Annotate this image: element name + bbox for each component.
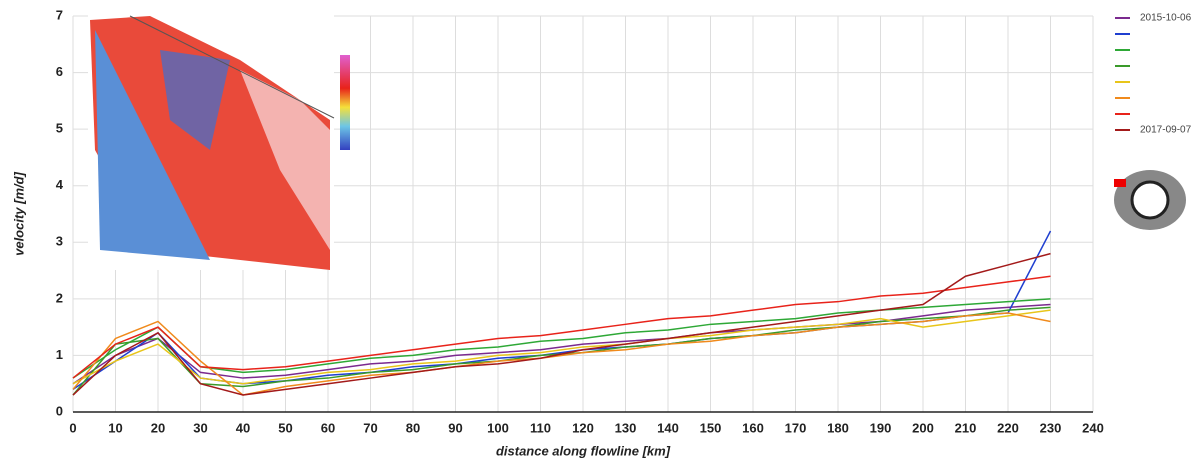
x-tick-label: 160 [742, 420, 764, 435]
x-tick-label: 10 [108, 420, 122, 435]
locator-box [1114, 179, 1126, 187]
antarctica-hole [1132, 182, 1168, 218]
x-tick-label: 140 [657, 420, 679, 435]
x-tick-label: 90 [448, 420, 462, 435]
x-tick-label: 80 [406, 420, 420, 435]
inset-colorbar [340, 55, 350, 150]
series-line [73, 305, 1051, 384]
x-tick-label: 220 [997, 420, 1019, 435]
series-line [73, 254, 1051, 395]
y-tick-label: 2 [56, 290, 63, 305]
series-line [73, 307, 1051, 395]
x-tick-label: 110 [530, 420, 551, 435]
x-tick-label: 70 [363, 420, 377, 435]
x-tick-label: 20 [151, 420, 165, 435]
x-tick-label: 180 [827, 420, 849, 435]
legend-label: 2015-10-06 [1140, 13, 1192, 24]
y-axis-title: velocity [m/d] [11, 171, 26, 255]
y-tick-label: 3 [56, 234, 63, 249]
x-tick-label: 190 [870, 420, 892, 435]
y-tick-label: 6 [56, 64, 63, 79]
series-line [73, 276, 1051, 378]
x-tick-label: 210 [955, 420, 977, 435]
x-tick-label: 170 [785, 420, 807, 435]
x-axis-title: distance along flowline [km] [496, 443, 671, 458]
series-line [73, 299, 1051, 378]
inset-map [88, 14, 350, 270]
x-tick-label: 230 [1040, 420, 1062, 435]
y-tick-label: 0 [56, 403, 63, 418]
x-tick-label: 200 [912, 420, 934, 435]
y-tick-label: 7 [56, 7, 63, 22]
legend: 2015-10-06 2017-09-07 [1115, 13, 1192, 136]
x-tick-label: 40 [236, 420, 250, 435]
legend-label: 2017-09-07 [1140, 125, 1192, 136]
x-tick-label: 0 [69, 420, 76, 435]
y-tick-label: 1 [56, 347, 63, 362]
y-tick-label: 5 [56, 121, 63, 136]
x-tick-label: 240 [1082, 420, 1104, 435]
x-tick-label: 60 [321, 420, 335, 435]
chart: distance along flowline [km] velocity [m… [0, 0, 1197, 466]
x-tick-label: 150 [700, 420, 722, 435]
x-tick-label: 120 [572, 420, 594, 435]
x-tick-label: 130 [615, 420, 637, 435]
y-tick-label: 4 [56, 177, 64, 192]
x-tick-label: 100 [487, 420, 509, 435]
x-tick-label: 50 [278, 420, 292, 435]
x-tick-label: 30 [193, 420, 207, 435]
locator-map [1114, 170, 1186, 230]
